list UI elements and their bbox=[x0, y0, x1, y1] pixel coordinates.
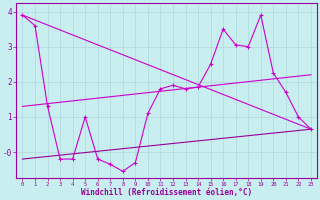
X-axis label: Windchill (Refroidissement éolien,°C): Windchill (Refroidissement éolien,°C) bbox=[81, 188, 252, 197]
